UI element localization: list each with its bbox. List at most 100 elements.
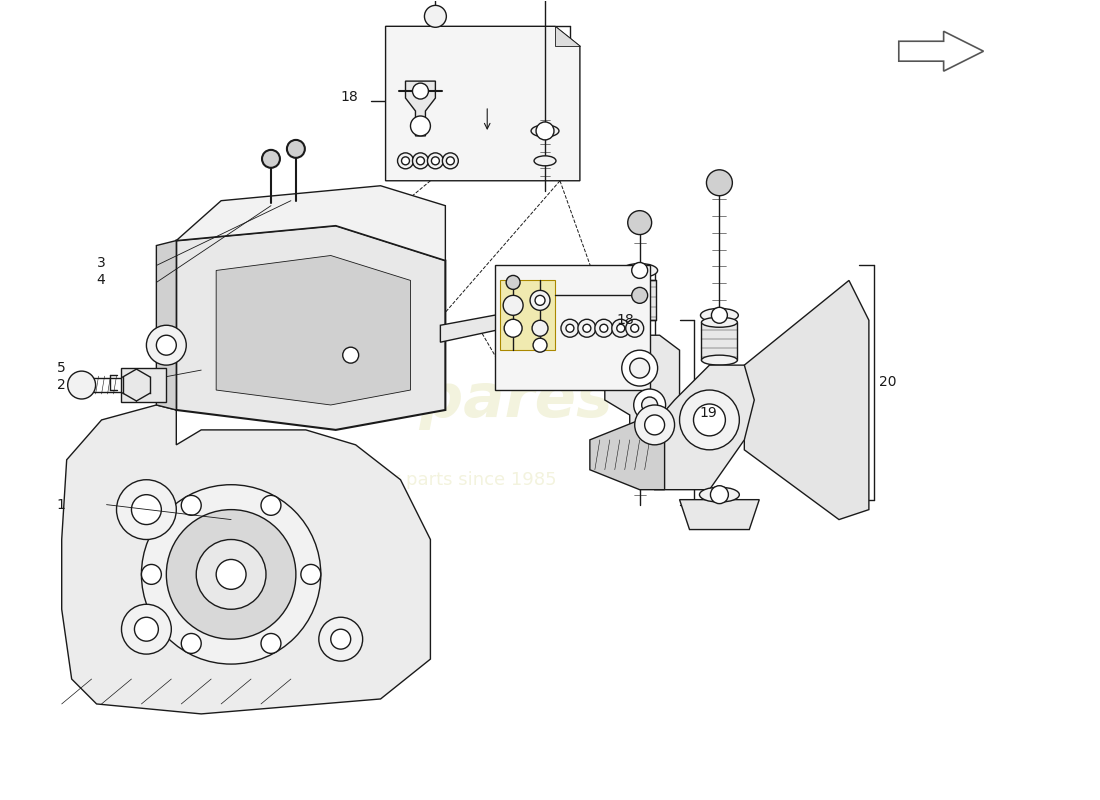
Circle shape <box>712 307 727 323</box>
Circle shape <box>500 300 540 340</box>
Circle shape <box>631 262 648 278</box>
Circle shape <box>261 495 280 515</box>
Text: 18: 18 <box>617 314 635 327</box>
Ellipse shape <box>702 318 737 327</box>
Text: 2: 2 <box>57 378 66 392</box>
Circle shape <box>617 324 625 332</box>
Circle shape <box>447 157 454 165</box>
Circle shape <box>261 634 280 654</box>
Circle shape <box>331 630 351 649</box>
Circle shape <box>534 338 547 352</box>
FancyBboxPatch shape <box>500 281 556 350</box>
Circle shape <box>410 116 430 136</box>
Text: 19: 19 <box>700 406 717 420</box>
Circle shape <box>428 153 443 169</box>
Polygon shape <box>386 26 580 181</box>
Circle shape <box>417 157 425 165</box>
Bar <box>624 281 656 320</box>
Circle shape <box>621 350 658 386</box>
Circle shape <box>535 295 544 306</box>
Polygon shape <box>899 31 983 71</box>
Circle shape <box>319 618 363 661</box>
Circle shape <box>530 290 550 310</box>
Text: 20: 20 <box>879 375 896 389</box>
Circle shape <box>693 404 725 436</box>
Circle shape <box>561 319 579 338</box>
Circle shape <box>425 6 447 27</box>
Polygon shape <box>590 420 664 490</box>
Text: eurospares: eurospares <box>228 370 614 430</box>
Circle shape <box>121 604 172 654</box>
Polygon shape <box>176 186 446 261</box>
Circle shape <box>641 397 658 413</box>
Polygon shape <box>605 335 680 435</box>
Polygon shape <box>176 226 446 430</box>
Circle shape <box>612 319 629 338</box>
Circle shape <box>680 390 739 450</box>
Ellipse shape <box>635 442 664 454</box>
Circle shape <box>628 210 651 234</box>
Circle shape <box>583 324 591 332</box>
Circle shape <box>134 618 158 641</box>
Circle shape <box>146 326 186 365</box>
Bar <box>495 266 650 390</box>
Circle shape <box>217 559 246 590</box>
Polygon shape <box>62 405 430 714</box>
Text: 3: 3 <box>97 257 106 270</box>
Circle shape <box>595 319 613 338</box>
Ellipse shape <box>702 355 737 365</box>
Polygon shape <box>745 281 869 519</box>
Polygon shape <box>680 500 759 530</box>
Bar <box>702 322 737 360</box>
Circle shape <box>182 634 201 654</box>
Polygon shape <box>440 312 510 342</box>
Polygon shape <box>640 365 755 490</box>
Text: 1: 1 <box>57 498 66 512</box>
Ellipse shape <box>621 263 658 278</box>
Polygon shape <box>156 241 176 410</box>
Circle shape <box>565 324 574 332</box>
Circle shape <box>397 153 414 169</box>
Circle shape <box>68 371 96 399</box>
Circle shape <box>600 324 608 332</box>
Polygon shape <box>121 368 166 402</box>
Circle shape <box>196 539 266 610</box>
Circle shape <box>166 510 296 639</box>
Circle shape <box>645 415 664 435</box>
Text: 5: 5 <box>57 361 66 375</box>
Circle shape <box>412 83 428 99</box>
Circle shape <box>301 565 321 584</box>
Polygon shape <box>217 255 410 405</box>
Circle shape <box>262 150 279 168</box>
Circle shape <box>711 486 728 504</box>
Circle shape <box>431 157 439 165</box>
Circle shape <box>634 389 665 421</box>
Circle shape <box>629 358 650 378</box>
Circle shape <box>504 319 522 338</box>
Circle shape <box>287 140 305 158</box>
Circle shape <box>442 153 459 169</box>
Circle shape <box>343 347 359 363</box>
Circle shape <box>631 287 648 303</box>
Circle shape <box>635 405 674 445</box>
Ellipse shape <box>531 125 559 137</box>
Circle shape <box>503 295 524 315</box>
Circle shape <box>117 480 176 539</box>
Circle shape <box>706 170 733 196</box>
Polygon shape <box>556 26 580 46</box>
Circle shape <box>532 320 548 336</box>
Circle shape <box>402 157 409 165</box>
Circle shape <box>638 423 661 447</box>
Circle shape <box>132 494 162 525</box>
Circle shape <box>644 429 656 441</box>
Text: a passion for parts since 1985: a passion for parts since 1985 <box>284 470 557 489</box>
Circle shape <box>506 275 520 290</box>
Circle shape <box>156 335 176 355</box>
Ellipse shape <box>535 156 556 166</box>
Text: 18: 18 <box>341 90 359 104</box>
Circle shape <box>578 319 596 338</box>
Polygon shape <box>406 81 436 136</box>
Circle shape <box>626 319 644 338</box>
Ellipse shape <box>700 487 739 502</box>
Circle shape <box>142 485 321 664</box>
